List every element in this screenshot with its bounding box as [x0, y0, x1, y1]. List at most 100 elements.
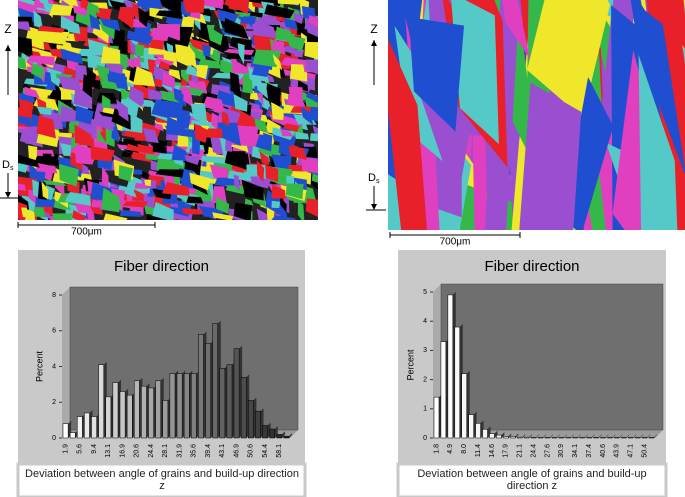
grain: [103, 213, 128, 220]
grain: [288, 145, 307, 161]
x-tick-label: 14.6: [489, 444, 496, 458]
y-tick-label: 0: [52, 435, 56, 442]
grain: [73, 86, 92, 109]
grain: [212, 212, 234, 220]
grain: [34, 206, 46, 218]
grain: [152, 188, 172, 200]
grain: [241, 179, 264, 201]
grain: [136, 0, 166, 10]
grain: [161, 50, 178, 68]
grain: [190, 103, 208, 124]
bar: [482, 428, 488, 439]
grain: [125, 188, 137, 198]
grain: [118, 165, 133, 182]
grain: [18, 56, 27, 69]
grain: [181, 86, 191, 97]
grain: [33, 10, 43, 29]
bar: [614, 437, 620, 439]
grain: [44, 179, 68, 186]
bar: [551, 437, 558, 439]
grain: [127, 30, 154, 46]
bar-side: [570, 434, 574, 438]
bar: [634, 437, 641, 439]
bar: [226, 364, 233, 439]
bar-side: [654, 434, 657, 438]
grain: [266, 206, 275, 220]
grain: [300, 156, 318, 174]
x-tick-label: 5.6: [77, 444, 84, 454]
grain: [297, 202, 305, 220]
ds-main: D: [368, 172, 376, 184]
grain: [293, 12, 304, 25]
grain: [233, 174, 240, 192]
grain: [252, 19, 277, 39]
z-axis-label: Z: [370, 22, 377, 36]
grain: [220, 59, 237, 77]
bar: [233, 348, 240, 439]
bar-side: [626, 434, 630, 438]
grain: [648, 0, 685, 49]
grain: [224, 0, 250, 14]
ds-subscript: s: [376, 178, 380, 185]
grain: [168, 68, 181, 81]
grain: [224, 150, 251, 171]
bar: [148, 387, 154, 439]
y-tick-label: 4: [423, 318, 427, 325]
bar-side: [647, 434, 651, 438]
grain: [18, 21, 31, 31]
y-tick-label: 3: [423, 347, 427, 354]
grain: [127, 58, 134, 69]
grain: [101, 166, 109, 190]
x-tick-label: 46.9: [233, 444, 240, 458]
grain: [181, 207, 204, 215]
bar: [600, 437, 606, 439]
grain: [147, 89, 163, 101]
grain: [252, 33, 272, 53]
x-tick-label: 43.9: [614, 444, 621, 458]
grain: [18, 0, 38, 14]
grain: [101, 192, 120, 213]
bar-side: [584, 434, 588, 438]
x-axis-label: Deviation between angle of grains and bu…: [25, 468, 299, 492]
grain: [211, 186, 227, 204]
bar-side: [281, 431, 285, 438]
grain: [408, 17, 465, 132]
grain: [216, 196, 230, 214]
x-tick-label: 20.6: [134, 444, 141, 458]
grain: [217, 122, 241, 147]
ds-label: Ds: [368, 172, 380, 185]
grain: [295, 131, 309, 140]
grain: [75, 150, 96, 165]
grain: [48, 4, 73, 16]
grain: [252, 49, 282, 68]
x-tick-label: 16.9: [119, 444, 126, 458]
bar-side: [549, 434, 553, 438]
x-tick-label: 43.1: [219, 444, 226, 458]
grain: [64, 191, 92, 206]
grain: [280, 128, 294, 137]
grain: [184, 155, 201, 165]
bar: [134, 380, 140, 439]
grain: [186, 196, 204, 204]
bar: [191, 373, 197, 439]
label-box: [396, 462, 668, 497]
x-tick-label: 47.1: [628, 444, 635, 458]
bar: [77, 416, 83, 439]
grain: [277, 0, 302, 5]
bar: [461, 373, 467, 439]
grain: [165, 116, 188, 137]
grains: [388, 0, 685, 230]
grain: [106, 62, 124, 75]
bar: [489, 433, 495, 439]
grain: [183, 0, 205, 13]
grain: [283, 17, 299, 31]
bar: [544, 437, 551, 439]
grain: [154, 58, 175, 66]
bar: [433, 396, 440, 439]
grain: [120, 209, 142, 217]
x-tick-label: 1.8: [433, 444, 440, 454]
grain: [201, 0, 223, 10]
bar: [212, 323, 218, 439]
grain: [21, 207, 29, 218]
z-arrowhead: [5, 45, 11, 51]
